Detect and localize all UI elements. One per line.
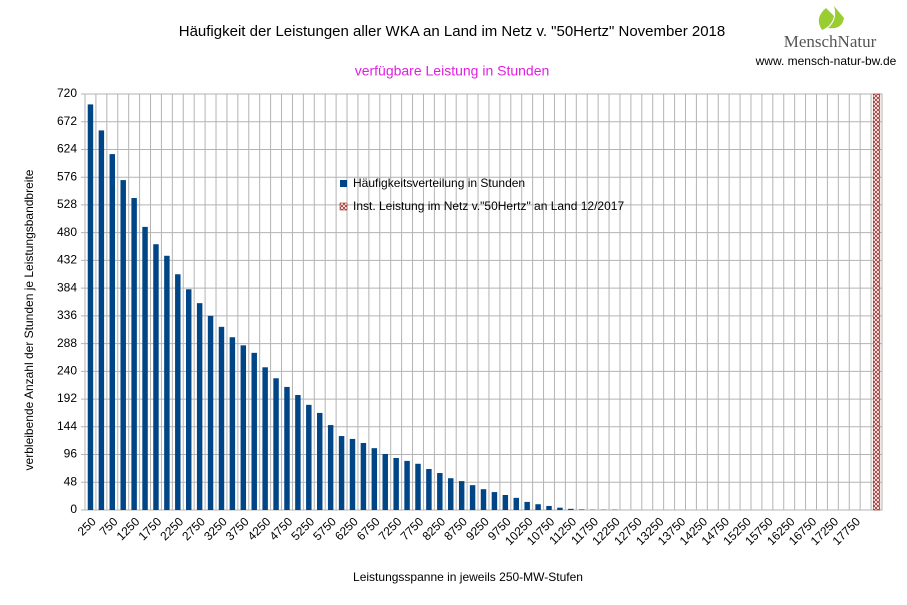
y-tick-label: 336 [57,308,77,322]
y-tick-label: 48 [64,474,78,488]
logo-leaf [818,6,844,30]
bar [338,436,345,510]
bar [415,463,421,510]
y-tick-label: 480 [57,225,77,239]
bar [87,104,94,511]
bar [872,93,881,511]
bar [535,504,541,510]
y-tick-label: 672 [57,114,77,128]
bar [349,438,356,510]
bar [557,507,563,510]
bar [109,154,116,511]
bar [131,198,137,510]
bar [426,468,432,510]
bar [142,226,148,510]
y-tick-label: 576 [57,169,77,183]
bar [404,460,410,510]
y-tick-label: 0 [70,502,77,516]
y-axis-title: verbleibende Anzahl der Stunden je Leist… [22,169,36,470]
bar [546,505,552,510]
y-tick-label: 288 [57,336,77,350]
logo-text: MenschNatur [784,32,877,51]
bar [437,473,443,510]
bar [251,352,257,510]
y-tick-label: 624 [57,142,77,156]
bar [120,180,126,511]
bar [480,489,487,510]
y-tick-label: 96 [64,447,78,461]
chart-subtitle: verfügbare Leistung in Stunden [355,63,550,79]
y-tick-label: 432 [57,253,77,267]
bar [469,485,476,510]
legend-label: Häufigkeitsverteilung in Stunden [353,176,525,190]
bar [98,130,105,510]
legend-swatch [340,180,347,187]
legend-label: Inst. Leistung im Netz v."50Hertz" an La… [353,199,624,213]
bar [568,508,574,510]
bar [393,458,399,510]
bar [175,274,181,510]
bar [491,492,498,510]
bar [382,453,388,510]
bar [218,326,225,510]
y-tick-label: 240 [57,364,77,378]
bar [284,386,290,510]
bar [448,478,454,510]
y-tick-label: 528 [57,197,77,211]
bar [164,255,170,510]
bar [273,378,279,510]
bar [196,303,203,510]
bar [513,497,519,510]
bar [458,481,465,510]
bar [579,509,585,510]
legend-swatch [339,202,348,211]
bar [229,337,236,510]
chart-title: Häufigkeit der Leistungen aller WKA an L… [179,23,725,40]
bar [153,244,159,510]
x-axis-title: Leistungsspanne in jeweils 250-MW-Stufen [353,570,583,584]
bar [240,345,247,510]
y-tick-label: 720 [57,86,77,100]
bar [371,448,378,510]
y-tick-label: 192 [57,391,77,405]
y-tick-label: 384 [57,280,77,294]
y-tick-label: 144 [57,419,77,433]
bar [524,501,530,510]
bar [207,315,214,510]
bar [185,289,192,510]
bar [306,404,312,510]
url: www. mensch-natur-bw.de [755,54,897,68]
bar [295,395,301,510]
bar [502,494,509,510]
bar [360,442,367,510]
bar [317,412,323,510]
bar [327,425,334,510]
bar [262,367,268,510]
